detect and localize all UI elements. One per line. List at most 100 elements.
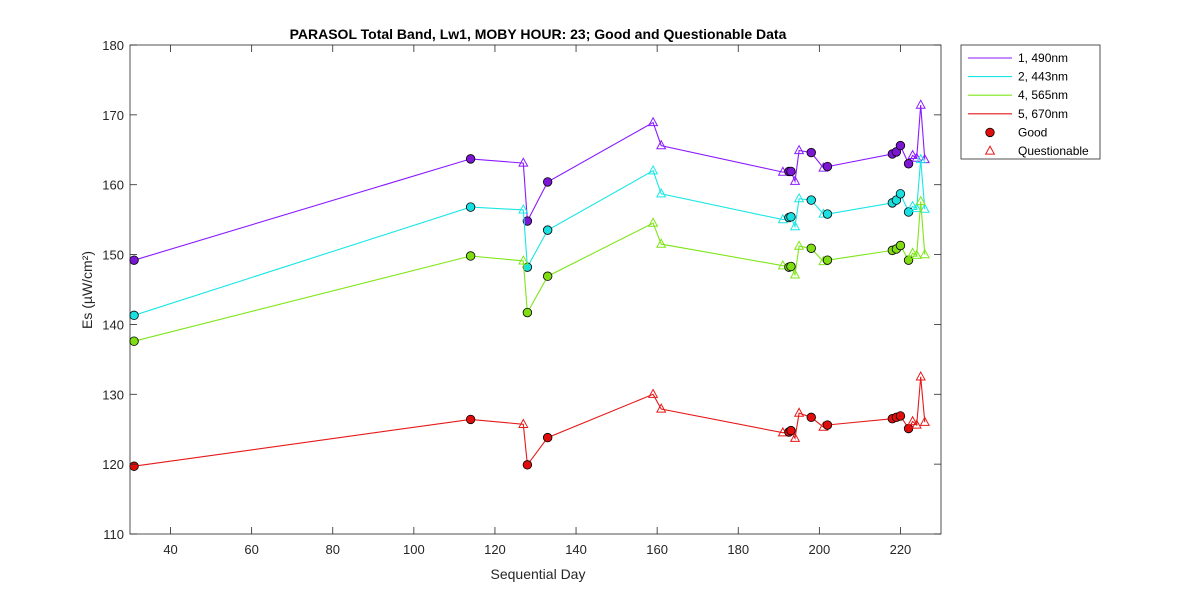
good-point [903,423,914,434]
good-point [903,255,914,265]
x-tick-label: 200 [808,542,830,557]
questionable-point [907,149,918,159]
questionable-point [911,202,922,213]
questionable-point [789,268,801,279]
y-tick-label: 130 [102,387,124,402]
legend-label: 4, 565nm [1018,88,1068,102]
good-point [542,177,553,187]
legend-good-marker [985,127,995,138]
series-layer [129,99,930,471]
questionable-point [911,249,922,259]
x-tick-label: 160 [646,542,668,557]
series-1 [129,99,930,265]
good-point [895,411,906,421]
questionable-point [656,139,667,150]
x-tick-label: 60 [244,542,258,557]
questionable-point [915,370,926,381]
good-point [895,189,906,199]
legend-box [960,44,1101,160]
good-point [522,216,533,226]
y-tick-label: 120 [102,457,124,472]
questionable-point [907,200,918,210]
questionable-point [656,187,667,198]
questionable-point [647,388,659,398]
good-point [129,461,139,471]
questionable-point [919,203,930,213]
questionable-point [518,157,529,167]
x-tick-label: 80 [326,542,340,557]
questionable-point [789,432,801,442]
questionable-point [789,220,801,231]
x-tick-label: 180 [727,542,749,557]
questionable-point [518,204,529,214]
x-tick-label: 100 [403,542,425,557]
good-point [786,212,796,222]
questionable-point [911,419,922,429]
questionable-point [915,195,926,206]
y-tick-label: 180 [102,38,124,53]
questionable-point [919,248,930,259]
questionable-point [793,144,805,155]
good-point [129,310,139,321]
good-point [822,255,833,265]
good-point [822,161,833,172]
good-point [806,195,816,205]
questionable-point [647,116,659,127]
questionable-point [518,418,529,428]
good-point [895,140,906,151]
good-point [786,166,796,177]
legend-good-label: Good [1018,125,1047,139]
good-point [822,420,833,430]
good-point [542,225,553,235]
axes-box [129,44,942,535]
x-tick-label: 40 [163,542,177,557]
chart-title: PARASOL Total Band, Lw1, MOBY HOUR: 23; … [290,26,787,42]
good-point [129,336,139,346]
good-point [786,425,796,436]
questionable-point [907,415,918,426]
good-point [895,240,906,251]
y-tick-label: 170 [102,108,124,123]
questionable-point [907,247,918,257]
questionable-point [915,153,926,164]
good-point [806,147,816,158]
y-tick-label: 150 [102,248,124,263]
good-point [542,271,553,281]
x-tick-label: 220 [890,542,912,557]
axes-layer: 40 60 80 100 120 140 160 180 200 220 110 120 130 140 1… [102,38,942,557]
y-tick-label: 140 [102,317,124,332]
y-tick-label: 160 [102,178,124,193]
questionable-point [518,255,529,265]
legend-label: 2, 443nm [1018,70,1068,84]
good-point [786,261,796,272]
questionable-point [793,240,805,250]
legend-questionable-label: Questionable [1018,144,1089,158]
good-point [822,209,833,219]
good-point [542,432,553,443]
good-point [522,307,533,318]
questionable-point [647,217,659,227]
good-point [806,243,816,253]
series-2 [129,153,930,321]
legend: 1, 490nm 2, 443nm 4, 565nm 5, 670nm Good Ques… [960,44,1101,160]
questionable-point [915,99,926,109]
legend-label: 5, 670nm [1018,107,1068,121]
good-point [465,154,476,164]
questionable-point [647,164,659,175]
plot-area [130,45,941,534]
questionable-point [789,175,801,185]
good-point [903,159,914,169]
questionable-point [793,407,805,417]
x-tick-label: 140 [565,542,587,557]
legend-questionable-marker [984,145,996,155]
good-point [465,251,476,261]
questionable-point [919,416,930,426]
questionable-point [656,403,667,413]
legend-label: 1, 490nm [1018,51,1068,65]
questionable-point [793,192,805,203]
good-point [806,412,816,423]
x-axis-label: Sequential Day [491,566,586,582]
series-4 [129,370,930,471]
good-point [465,202,476,212]
